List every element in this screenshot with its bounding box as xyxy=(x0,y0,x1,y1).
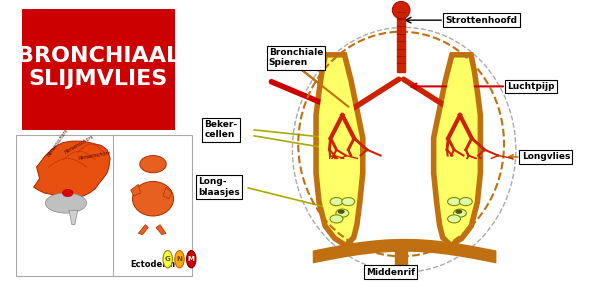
Polygon shape xyxy=(163,187,172,199)
Ellipse shape xyxy=(45,193,86,213)
Ellipse shape xyxy=(448,198,460,206)
Polygon shape xyxy=(156,225,166,235)
Text: Beker-
cellen: Beker- cellen xyxy=(204,120,237,139)
Polygon shape xyxy=(437,58,478,242)
Text: Bronchiale
Spieren: Bronchiale Spieren xyxy=(269,48,323,67)
Ellipse shape xyxy=(330,215,343,223)
Polygon shape xyxy=(319,58,360,242)
Text: Strottenhoofd: Strottenhoofd xyxy=(445,16,517,25)
Polygon shape xyxy=(319,58,360,242)
Polygon shape xyxy=(397,3,405,72)
Ellipse shape xyxy=(175,251,184,268)
Ellipse shape xyxy=(163,251,172,268)
Ellipse shape xyxy=(187,251,196,268)
Text: Hersenschors: Hersenschors xyxy=(78,150,111,161)
FancyBboxPatch shape xyxy=(113,135,193,276)
Text: Luchtpijp: Luchtpijp xyxy=(507,82,554,91)
Polygon shape xyxy=(130,184,141,196)
Text: M: M xyxy=(188,256,194,262)
Ellipse shape xyxy=(338,210,345,214)
Text: BRONCHIAAL
SLIJMVLIES: BRONCHIAAL SLIJMVLIES xyxy=(17,46,180,89)
Text: Hersenschors: Hersenschors xyxy=(47,128,69,158)
Ellipse shape xyxy=(455,210,462,214)
Text: Ectoderm: Ectoderm xyxy=(130,260,176,270)
Ellipse shape xyxy=(132,181,173,216)
FancyBboxPatch shape xyxy=(16,135,119,276)
Ellipse shape xyxy=(460,198,472,206)
Polygon shape xyxy=(69,210,78,225)
Text: G: G xyxy=(165,256,170,262)
Text: Long-
blaasjes: Long- blaasjes xyxy=(198,177,240,197)
Ellipse shape xyxy=(330,198,343,206)
Ellipse shape xyxy=(454,209,466,217)
Ellipse shape xyxy=(140,156,166,173)
Text: Hersenschors: Hersenschors xyxy=(64,134,95,155)
Polygon shape xyxy=(34,141,110,197)
Text: N: N xyxy=(176,256,182,262)
Text: Middenrif: Middenrif xyxy=(366,268,415,277)
Ellipse shape xyxy=(393,1,410,19)
Polygon shape xyxy=(138,225,149,235)
Ellipse shape xyxy=(336,209,349,217)
Ellipse shape xyxy=(448,215,460,223)
Ellipse shape xyxy=(62,190,73,196)
Text: Longvlies: Longvlies xyxy=(522,152,570,162)
FancyBboxPatch shape xyxy=(22,9,175,130)
Polygon shape xyxy=(437,58,478,242)
Ellipse shape xyxy=(342,198,355,206)
